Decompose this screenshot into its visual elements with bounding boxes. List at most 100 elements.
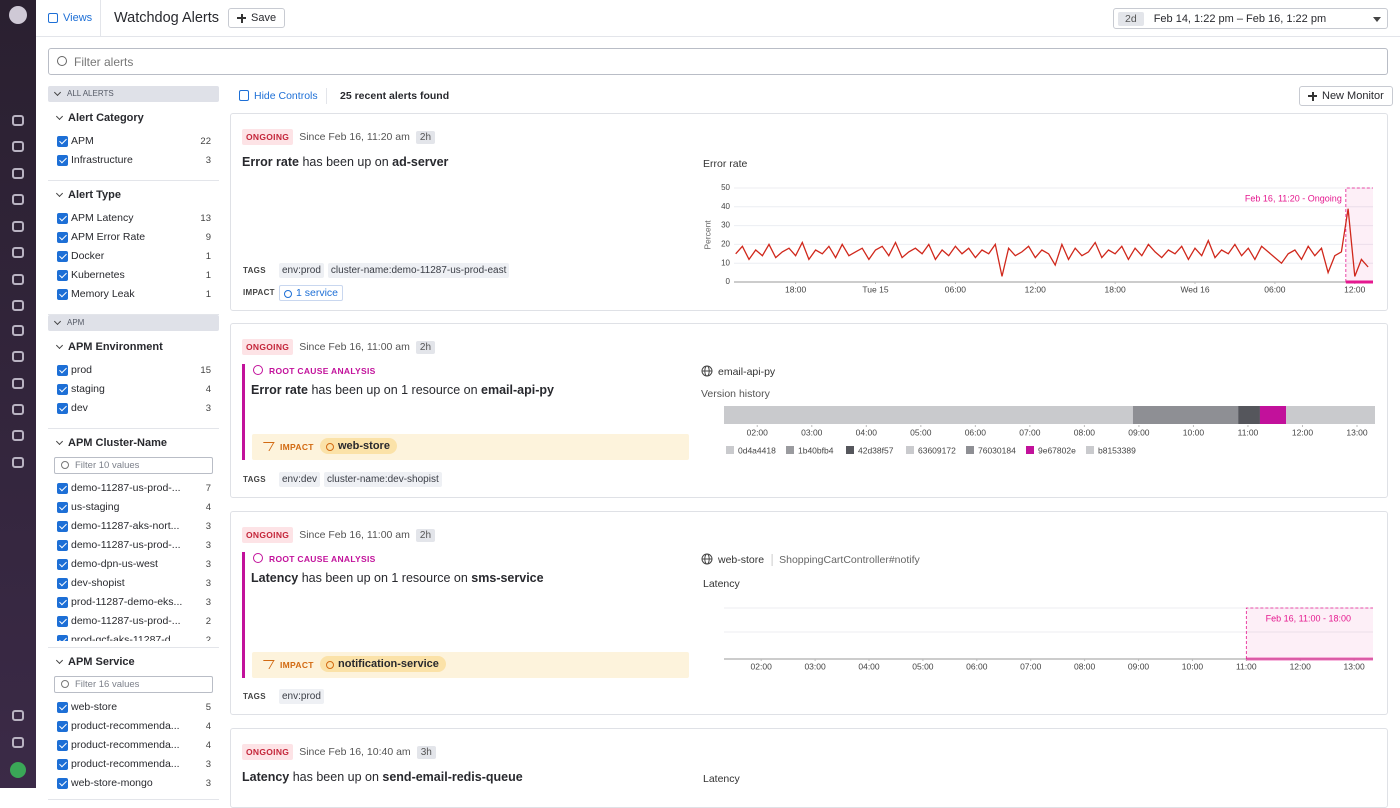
nav-icon[interactable] bbox=[12, 274, 24, 285]
facet-item[interactable]: staging 4 bbox=[48, 380, 219, 399]
checkbox[interactable] bbox=[57, 540, 68, 551]
alert-title[interactable]: Latency has been up on 1 resource on sms… bbox=[251, 571, 544, 585]
x-tick-label: 10:00 bbox=[1182, 661, 1204, 671]
checkbox[interactable] bbox=[57, 616, 68, 627]
facet-item[interactable]: APM Error Rate 9 bbox=[48, 228, 219, 247]
nav-icon[interactable] bbox=[12, 378, 24, 389]
nav-icon[interactable] bbox=[12, 141, 24, 152]
checkbox[interactable] bbox=[57, 483, 68, 494]
tag[interactable]: env:prod bbox=[279, 263, 324, 278]
nav-icon[interactable] bbox=[12, 194, 24, 205]
checkbox[interactable] bbox=[57, 597, 68, 608]
alert-title[interactable]: Latency has been up on send-email-redis-… bbox=[242, 770, 523, 784]
tag[interactable]: cluster-name:dev-shopist bbox=[324, 472, 442, 487]
nav-icon[interactable] bbox=[12, 168, 24, 179]
nav-icon[interactable] bbox=[12, 737, 24, 748]
tag[interactable]: cluster-name:demo-11287-us-prod-east bbox=[327, 263, 510, 278]
facet-item[interactable]: Docker 1 bbox=[48, 247, 219, 266]
facet-item[interactable]: web-store-mongo 3 bbox=[48, 774, 219, 793]
tag[interactable]: env:prod bbox=[279, 689, 324, 704]
checkbox[interactable] bbox=[57, 251, 68, 262]
hide-controls[interactable]: Hide Controls bbox=[254, 90, 318, 102]
impact-service[interactable]: notification-service bbox=[320, 656, 446, 672]
nav-icon[interactable] bbox=[12, 221, 24, 232]
facet-filter[interactable]: Filter 16 values bbox=[54, 676, 213, 693]
nav-icon[interactable] bbox=[12, 247, 24, 258]
checkbox[interactable] bbox=[57, 740, 68, 751]
nav-icon[interactable] bbox=[12, 300, 24, 311]
facet-item[interactable]: Memory Leak 1 bbox=[48, 285, 219, 304]
checkbox[interactable] bbox=[57, 778, 68, 789]
facet-item[interactable]: product-recommenda... 3 bbox=[48, 755, 219, 774]
facet-item[interactable]: prod-11287-demo-eks... 3 bbox=[48, 593, 219, 612]
facet-title[interactable]: Alert Type bbox=[48, 184, 219, 206]
facet-item[interactable]: product-recommenda... 4 bbox=[48, 717, 219, 736]
checkbox[interactable] bbox=[57, 635, 68, 641]
impact-service[interactable]: web-store bbox=[320, 438, 397, 454]
search-box[interactable]: Filter alerts bbox=[48, 48, 1388, 75]
nav-icon[interactable] bbox=[12, 351, 24, 362]
facet-item[interactable]: us-staging 4 bbox=[48, 498, 219, 517]
facet-item[interactable]: prod 15 bbox=[48, 361, 219, 380]
facet-item[interactable]: demo-dpn-us-west 3 bbox=[48, 555, 219, 574]
facet-filter[interactable]: Filter 10 values bbox=[54, 457, 213, 474]
nav-icon[interactable] bbox=[12, 115, 24, 126]
nav-icon[interactable] bbox=[12, 457, 24, 468]
facet-section-header[interactable]: APM bbox=[48, 315, 219, 331]
nav-icon[interactable] bbox=[12, 404, 24, 415]
facet-item[interactable]: Kubernetes 1 bbox=[48, 266, 219, 285]
facet-title[interactable]: Alert Category bbox=[48, 107, 219, 129]
alert-card[interactable]: ONGOING Since Feb 16, 11:00 am 2h Latency h… bbox=[230, 511, 1388, 715]
facet-item[interactable]: web-store 5 bbox=[48, 698, 219, 717]
nav-icon[interactable] bbox=[12, 325, 24, 336]
checkbox[interactable] bbox=[57, 403, 68, 414]
facet-item[interactable]: demo-11287-us-prod-... 2 bbox=[48, 612, 219, 631]
checkbox[interactable] bbox=[57, 384, 68, 395]
facet-title[interactable]: APM Cluster-Name bbox=[48, 432, 219, 454]
facet-item[interactable]: demo-11287-aks-nort... 3 bbox=[48, 517, 219, 536]
alert-title[interactable]: Error rate has been up on ad-server bbox=[242, 155, 448, 169]
user-avatar[interactable] bbox=[10, 762, 26, 778]
facet-item[interactable]: Infrastructure 3 bbox=[48, 151, 219, 170]
alert-card[interactable]: ONGOING Since Feb 16, 10:40 am 3h Latency h… bbox=[230, 728, 1388, 808]
checkbox[interactable] bbox=[57, 289, 68, 300]
checkbox[interactable] bbox=[57, 502, 68, 513]
checkbox[interactable] bbox=[57, 232, 68, 243]
facet-item[interactable]: APM 22 bbox=[48, 132, 219, 151]
checkbox[interactable] bbox=[57, 270, 68, 281]
facet-title[interactable]: APM Service bbox=[48, 651, 219, 673]
facet-item[interactable]: dev-shopist 3 bbox=[48, 574, 219, 593]
alert-title[interactable]: Error rate has been up on 1 resource on … bbox=[251, 383, 554, 397]
facet-item[interactable]: prod-gcf-aks-11287-d... 2 bbox=[48, 631, 219, 641]
nav-icon[interactable] bbox=[12, 430, 24, 441]
checkbox[interactable] bbox=[57, 136, 68, 147]
checkbox[interactable] bbox=[57, 578, 68, 589]
alert-card[interactable]: ONGOING Since Feb 16, 11:20 am 2h Error rat… bbox=[230, 113, 1388, 311]
legend-label: 1b40bfb4 bbox=[798, 445, 834, 455]
facet-title[interactable]: APM Environment bbox=[48, 336, 219, 358]
save-button[interactable]: Save bbox=[228, 8, 286, 28]
new-monitor-button[interactable]: New Monitor bbox=[1299, 86, 1393, 106]
facet-count: 3 bbox=[205, 559, 211, 570]
facet-section-header[interactable]: ALL ALERTS bbox=[48, 86, 219, 102]
nav-icon[interactable] bbox=[12, 710, 24, 721]
checkbox[interactable] bbox=[57, 521, 68, 532]
alert-card[interactable]: ONGOING Since Feb 16, 11:00 am 2h Error rat… bbox=[230, 323, 1388, 498]
impact-service[interactable]: 1 service bbox=[279, 285, 344, 301]
checkbox[interactable] bbox=[57, 155, 68, 166]
checkbox[interactable] bbox=[57, 721, 68, 732]
checkbox[interactable] bbox=[57, 702, 68, 713]
tag[interactable]: env:dev bbox=[279, 472, 321, 487]
facet-item[interactable]: APM Latency 13 bbox=[48, 209, 219, 228]
facet-item[interactable]: demo-11287-us-prod-... 3 bbox=[48, 536, 219, 555]
views-link[interactable]: Views bbox=[63, 12, 93, 24]
facet-item[interactable]: product-recommenda... 4 bbox=[48, 736, 219, 755]
time-picker[interactable]: 2d Feb 14, 1:22 pm – Feb 16, 1:22 pm bbox=[1113, 8, 1388, 29]
checkbox[interactable] bbox=[57, 213, 68, 224]
checkbox[interactable] bbox=[57, 559, 68, 570]
checkbox[interactable] bbox=[57, 365, 68, 376]
logo[interactable] bbox=[9, 6, 27, 24]
checkbox[interactable] bbox=[57, 759, 68, 770]
facet-item[interactable]: dev 3 bbox=[48, 399, 219, 418]
facet-item[interactable]: demo-11287-us-prod-... 7 bbox=[48, 479, 219, 498]
